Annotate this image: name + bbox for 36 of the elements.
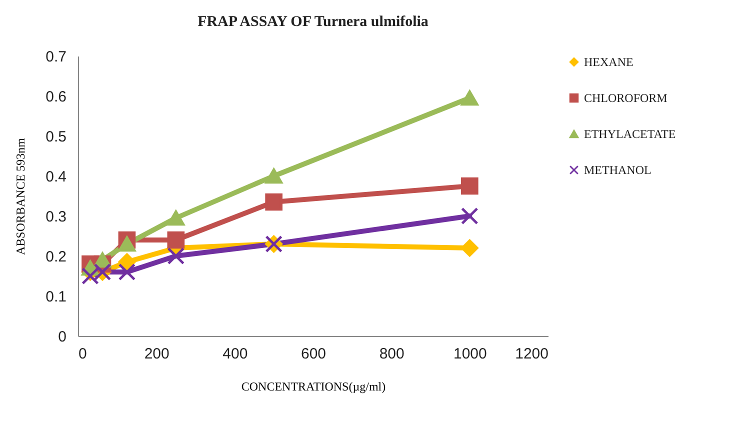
chart-title: FRAP ASSAY OF Turnera ulmifolia [198, 14, 429, 30]
x-tick-label: 1200 [515, 346, 548, 362]
point [94, 252, 112, 268]
point [82, 267, 99, 285]
x-tick-label: 800 [379, 346, 404, 362]
y-tick-label: 0.2 [46, 248, 66, 266]
point [118, 263, 136, 281]
y-tick-label: 0.3 [46, 208, 66, 226]
point [461, 90, 478, 106]
x-tick-label: 200 [144, 346, 170, 362]
point [118, 236, 136, 252]
y-tick-label: 0 [58, 328, 66, 346]
y-tick-label: 0.1 [46, 288, 66, 306]
y-tick-label: 0.7 [46, 48, 66, 66]
point [461, 177, 478, 195]
point [118, 253, 136, 271]
point [461, 239, 478, 257]
y-tick-label: 0.5 [46, 128, 66, 146]
legend-label: HEXANE [584, 55, 634, 69]
point [265, 193, 282, 211]
point [461, 207, 478, 225]
x-tick-label: 0 [78, 346, 87, 362]
legend-label: METHANOL [584, 163, 652, 177]
x-tick-label: 400 [222, 346, 248, 362]
point [265, 168, 282, 184]
y-tick-label: 0.4 [46, 168, 66, 186]
x-axis-title: CONCENTRATIONS(µg/ml) [241, 380, 386, 394]
point [167, 231, 185, 249]
x-tick-label: 1000 [453, 346, 487, 362]
y-axis-title: ABSORBANCE 593nm [14, 137, 28, 256]
x-tick-label: 600 [300, 346, 326, 362]
point [167, 210, 185, 226]
y-tick-label: 0.6 [46, 88, 66, 106]
legend-label: CHLOROFORM [584, 91, 668, 105]
legend-label: ETHYLACETATE [584, 127, 676, 141]
point [167, 247, 185, 265]
